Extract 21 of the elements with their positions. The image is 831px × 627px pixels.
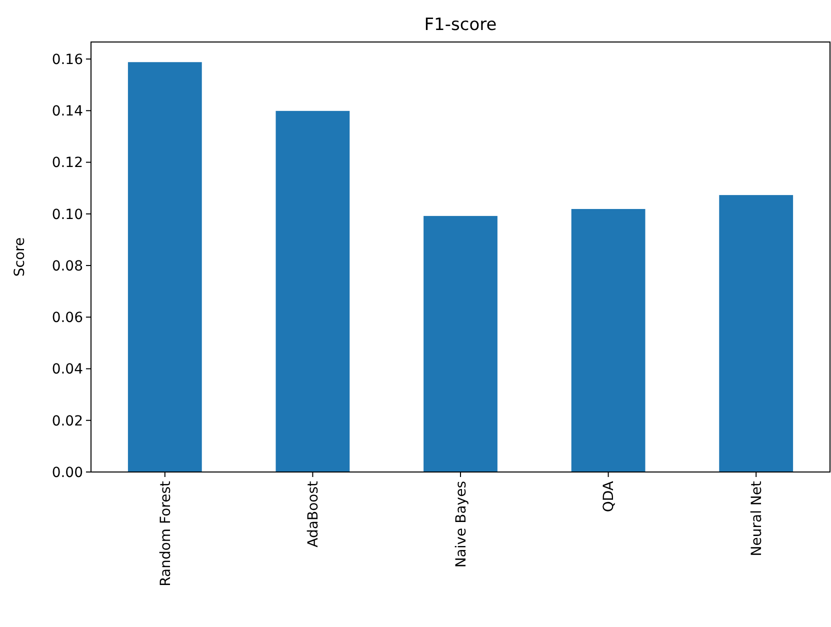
y-axis-title: Score [12, 237, 28, 277]
x-tick-label: Naive Bayes [453, 481, 470, 568]
y-tick-label: 0.08 [52, 258, 83, 274]
y-tick-label: 0.14 [52, 104, 84, 120]
x-tick-label: Random Forest [158, 480, 174, 586]
y-tick-label: 0.12 [52, 155, 83, 172]
y-tick-label: 0.06 [52, 310, 84, 326]
y-tick-label: 0.04 [52, 362, 84, 378]
bar [128, 62, 202, 472]
y-tick-label: 0.02 [52, 413, 83, 430]
x-tick-label: QDA [601, 480, 618, 512]
bar [719, 195, 794, 472]
chart-title: F1-score [424, 15, 497, 35]
y-tick-label: 0.16 [52, 52, 84, 68]
y-tick-label: 0.00 [52, 464, 83, 481]
bar [571, 208, 646, 472]
x-tick-label: AdaBoost [306, 480, 322, 548]
y-tick-label: 0.10 [52, 206, 83, 223]
bar [276, 110, 350, 472]
x-tick-label: Neural Net [749, 480, 765, 556]
bar [424, 216, 498, 472]
